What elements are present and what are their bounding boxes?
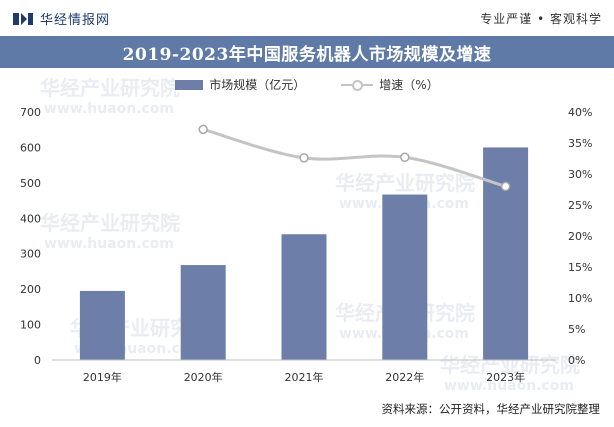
y-right-tick-label: 15% [568, 261, 592, 274]
growth-point [300, 154, 308, 162]
legend-bar-swatch [175, 80, 203, 90]
bar-2019年 [80, 291, 125, 360]
x-tick-label: 2020年 [184, 370, 223, 384]
legend-item-line: 增速（%） [341, 76, 438, 93]
y-left-tick-label: 300 [20, 248, 41, 261]
y-right-tick-label: 10% [568, 292, 592, 305]
y-left-tick-label: 500 [20, 177, 41, 190]
legend-line-label: 增速（%） [379, 76, 438, 93]
bar-2021年 [282, 234, 327, 360]
growth-point [502, 182, 510, 190]
legend-item-bar: 市场规模（亿元） [175, 76, 305, 93]
legend: 市场规模（亿元） 增速（%） [0, 76, 614, 93]
y-left-tick-label: 700 [20, 106, 41, 119]
watermark-text: 华经产业研究院 [335, 171, 475, 195]
bar-2022年 [382, 195, 427, 360]
y-right-tick-label: 40% [568, 106, 592, 119]
x-tick-label: 2022年 [385, 370, 424, 384]
legend-bar-label: 市场规模（亿元） [209, 76, 305, 93]
y-right-tick-label: 5% [568, 323, 585, 336]
x-tick-label: 2023年 [486, 370, 525, 384]
y-right-tick-label: 35% [568, 137, 592, 150]
legend-line-swatch [341, 79, 373, 91]
y-right-tick-label: 30% [568, 168, 592, 181]
growth-point [401, 153, 409, 161]
watermark-text: 华经产业研究院 [40, 211, 180, 235]
watermark-url: www.huaon.com [44, 101, 174, 117]
y-left-tick-label: 400 [20, 212, 41, 225]
bar-2020年 [181, 265, 226, 360]
y-right-tick-label: 0% [568, 354, 585, 367]
growth-point [199, 125, 207, 133]
y-left-tick-label: 200 [20, 283, 41, 296]
bar-2023年 [483, 147, 528, 360]
y-right-tick-label: 25% [568, 199, 592, 212]
x-tick-label: 2021年 [285, 370, 324, 384]
y-right-tick-label: 20% [568, 230, 592, 243]
y-left-tick-label: 0 [34, 354, 41, 367]
source-note: 资料来源：公开资料，华经产业研究院整理 [382, 401, 601, 417]
y-left-tick-label: 600 [20, 141, 41, 154]
y-left-tick-label: 100 [20, 319, 41, 332]
watermark-url: www.huaon.com [44, 236, 174, 252]
x-tick-label: 2019年 [83, 370, 122, 384]
